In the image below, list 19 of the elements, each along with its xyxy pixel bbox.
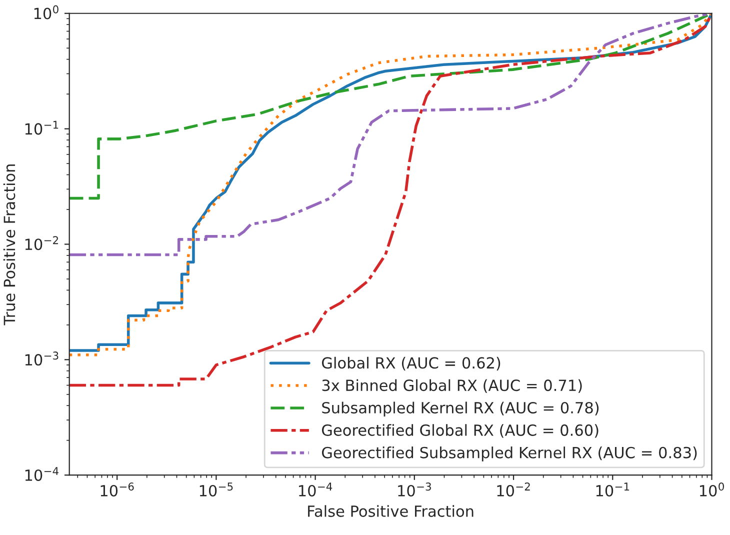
- y-tick-label: 10$^{−2}$: [25, 236, 58, 250]
- x-axis-title: False Positive Fraction: [308, 505, 474, 517]
- legend-label: Subsampled Kernel RX (AUC = 0.78): [322, 402, 599, 416]
- legend-label: Global RX (AUC = 0.62): [322, 356, 500, 370]
- x-tick-label: 10$^{−2}$: [497, 482, 530, 497]
- x-tick-label: 10$^{−5}$: [200, 482, 233, 497]
- x-tick-label: 10$^{−1}$: [596, 482, 630, 497]
- x-tick-label: 10$^{−3}$: [398, 482, 431, 497]
- y-tick-label: 10$^{0}$: [34, 5, 58, 20]
- y-tick-label: 10$^{−3}$: [25, 352, 58, 366]
- y-tick-label: 10$^{−1}$: [25, 120, 58, 135]
- x-tick-label: 10$^{0}$: [700, 482, 724, 497]
- legend-label: 3x Binned Global RX (AUC = 0.71): [322, 379, 582, 393]
- y-tick-label: 10$^{−4}$: [25, 467, 58, 481]
- y-axis-title: True Positive Fraction: [3, 164, 16, 326]
- legend-label: Georectified Global RX (AUC = 0.60): [322, 424, 598, 438]
- x-tick-label: 10$^{−4}$: [299, 482, 332, 497]
- x-tick-label: 10$^{−6}$: [100, 482, 134, 497]
- legend-label: Georectified Subsampled Kernel RX (AUC = 0.83): [322, 446, 697, 462]
